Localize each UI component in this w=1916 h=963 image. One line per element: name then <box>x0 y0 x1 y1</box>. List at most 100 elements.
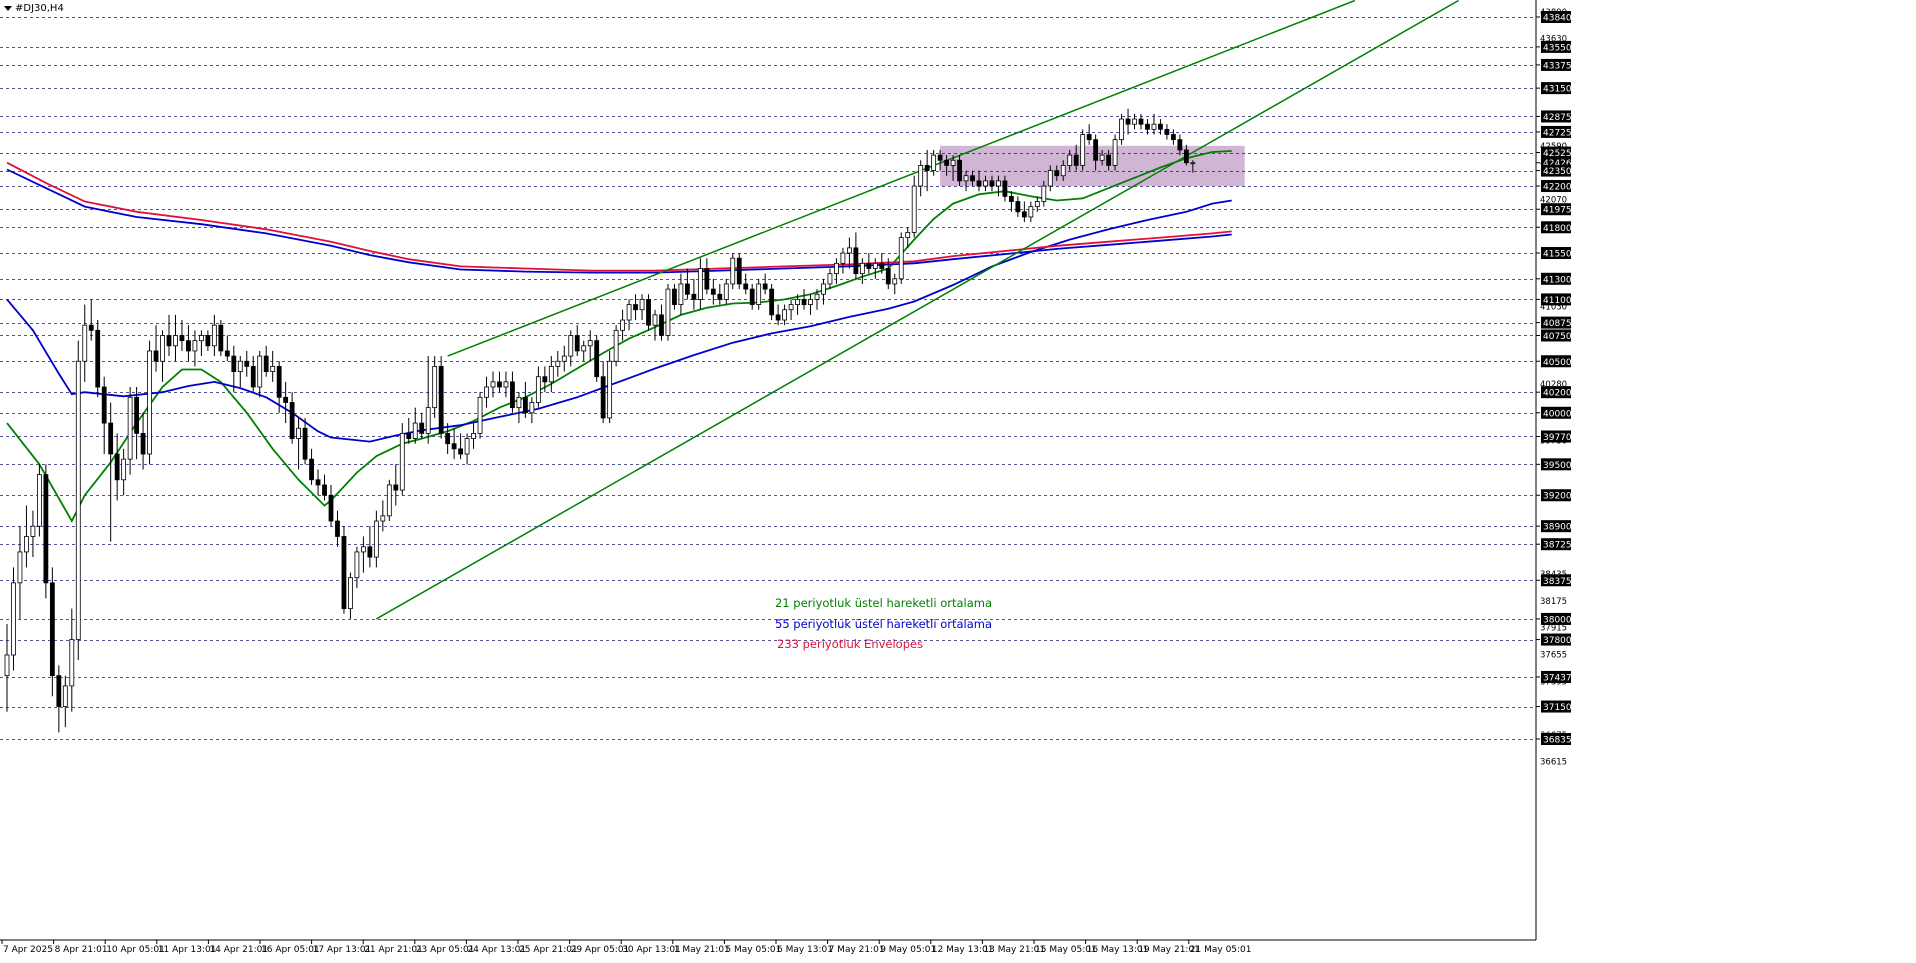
candle-body-bull <box>950 159 956 166</box>
candle <box>976 170 982 192</box>
price-tag-box <box>1541 430 1571 443</box>
candle-body-bear <box>957 159 962 182</box>
price-tag-label: 37437 <box>1543 673 1572 683</box>
candle <box>989 175 995 192</box>
candle <box>685 268 690 300</box>
candle-body-bull <box>1028 206 1034 218</box>
candle <box>1002 175 1008 202</box>
candle <box>263 345 269 377</box>
candle-body-bull <box>1041 185 1047 202</box>
candle <box>1190 160 1196 173</box>
candle <box>1060 160 1066 181</box>
candle-body-bear <box>95 329 101 388</box>
candle-body-bull <box>652 314 658 326</box>
candle <box>808 294 813 315</box>
candle <box>179 320 185 351</box>
candle <box>1054 165 1060 181</box>
price-tag-label: 39770 <box>1543 433 1572 443</box>
candle-body-bear <box>250 366 256 388</box>
price-tag-label: 39200 <box>1543 492 1572 502</box>
indicator-line-1 <box>6 199 1232 443</box>
price-tag-box <box>1541 386 1571 399</box>
time-axis-label: 23 Apr 05:01 <box>416 945 475 955</box>
price-tag-box <box>1541 458 1571 471</box>
candle-body-bear <box>1125 118 1131 125</box>
candle-body-bull <box>516 396 522 409</box>
candle-body-bull <box>529 402 535 414</box>
candle-body-bull <box>918 165 924 187</box>
candle <box>769 283 775 321</box>
candle-body-bull <box>1190 162 1196 165</box>
price-tag-box <box>1541 58 1571 71</box>
legend-ema21: 21 periyotluk üstel hareketli ortalama <box>775 596 993 610</box>
candle <box>101 376 107 455</box>
candle-body-bull <box>872 262 878 269</box>
candle <box>218 320 224 357</box>
candlestick-series <box>4 108 1196 733</box>
price-tag-label: 38375 <box>1543 577 1572 587</box>
candle-body-bull <box>535 376 541 403</box>
candle <box>561 345 567 372</box>
price-axis[interactable]: 4389043630425904242642070410304028039730… <box>0 0 1572 941</box>
candle <box>665 283 671 341</box>
candle <box>646 294 651 331</box>
candle-body-bear <box>762 283 768 290</box>
price-tag-label: 41100 <box>1543 296 1572 306</box>
candle-body-bull <box>425 407 431 434</box>
candle-body-bull <box>788 304 794 311</box>
candle-body-bull <box>147 350 152 455</box>
candle-body-bear <box>49 582 55 677</box>
candle <box>672 283 677 310</box>
price-tag-box <box>1541 355 1571 368</box>
price-tag-box <box>1541 110 1571 123</box>
chart-title[interactable]: #DJ30,H4 <box>4 3 64 14</box>
price-tag-box <box>1541 538 1571 551</box>
candle-body-bear <box>710 288 716 295</box>
candle-body-bull <box>996 180 1001 187</box>
price-tag-box <box>1541 574 1571 587</box>
candle <box>924 149 930 192</box>
candle-body-bear <box>989 180 995 187</box>
candle <box>458 433 464 460</box>
candle-body-bull <box>859 262 865 275</box>
candle <box>114 433 120 501</box>
candle-body-bull <box>198 335 204 342</box>
candle-body-bear <box>970 175 975 182</box>
candle-body-bull <box>697 268 703 300</box>
candle-body-bear <box>451 443 457 450</box>
price-tag-label: 38000 <box>1543 615 1572 625</box>
candle <box>75 340 81 661</box>
price-tag-box <box>1541 11 1571 23</box>
time-axis-label: 24 Apr 13:01 <box>467 945 526 955</box>
candle-body-bull <box>296 427 302 439</box>
candle <box>613 325 619 367</box>
price-tag-label: 42875 <box>1543 113 1572 123</box>
candle-body-bear <box>1073 154 1079 166</box>
candle-body-bear <box>691 293 697 300</box>
candle <box>1093 134 1099 171</box>
candle-body-bear <box>574 335 580 352</box>
candle <box>464 433 470 465</box>
candle <box>224 335 230 362</box>
candle-body-bear <box>801 299 807 305</box>
triangle-down-icon[interactable] <box>4 6 12 11</box>
candle <box>710 278 716 305</box>
candle <box>555 350 561 377</box>
candle-body-bear <box>1015 201 1021 213</box>
candle-body-bear <box>924 165 930 171</box>
price-tag-label: 37150 <box>1543 703 1572 713</box>
candle <box>1145 119 1150 135</box>
price-tag-label: 42525 <box>1543 149 1572 159</box>
candle-body-bull <box>548 366 554 383</box>
price-tag-label: 40750 <box>1543 332 1572 342</box>
candle <box>451 428 457 460</box>
candle <box>795 294 800 315</box>
candle <box>438 356 444 439</box>
candle-body-bear <box>594 340 600 378</box>
candle <box>43 464 49 599</box>
price-tag-label: 41800 <box>1543 224 1572 234</box>
trend-channel[interactable] <box>375 0 1459 620</box>
candle-body-bull <box>834 262 839 275</box>
